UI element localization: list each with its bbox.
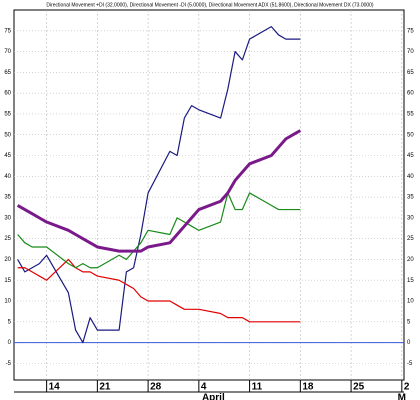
x-tick-label: 28: [150, 382, 162, 393]
x-tick-label: 11: [252, 382, 263, 393]
y-tick-label: 75: [407, 28, 414, 34]
y-tick-label: -5: [6, 361, 12, 367]
series-line: [17, 192, 301, 269]
y-tick-label: 35: [407, 195, 414, 201]
y-tick-label: 0: [8, 340, 12, 346]
y-tick-label: 75: [4, 28, 11, 34]
y-tick-label: 60: [4, 91, 11, 97]
y-tick-label: 15: [4, 278, 11, 284]
x-tick-label: 18: [302, 382, 314, 393]
y-tick-label: 25: [407, 236, 414, 242]
y-tick-label: 60: [407, 91, 414, 97]
y-tick-label: 10: [407, 299, 414, 305]
y-tick-label: 40: [407, 174, 414, 180]
x-tick-label: 25: [353, 382, 365, 393]
y-tick-label: 25: [4, 236, 11, 242]
x-tick-label: 21: [99, 382, 111, 393]
y-tick-label: 65: [407, 70, 414, 76]
plot-frame: [13, 9, 405, 381]
y-tick-label: 45: [407, 153, 414, 159]
y-tick-label: 30: [407, 215, 414, 221]
y-tick-label: 40: [4, 174, 11, 180]
month-label: April: [202, 393, 225, 400]
x-tick-label: 4: [201, 382, 207, 393]
y-tick-label: 20: [407, 257, 414, 263]
y-tick-label: 50: [4, 132, 11, 138]
y-tick-label: 20: [4, 257, 11, 263]
y-tick-label: 45: [4, 153, 11, 159]
y-tick-label: 70: [4, 49, 11, 55]
y-tick-label: 15: [407, 278, 414, 284]
series-line: [16, 129, 302, 253]
series-line: [17, 258, 301, 323]
x-tick-label: 2: [404, 382, 410, 393]
y-tick-label: 50: [407, 132, 414, 138]
y-tick-label: 35: [4, 195, 11, 201]
y-tick-label: 30: [4, 215, 11, 221]
x-tick-label: 14: [49, 382, 61, 393]
y-tick-label: 0: [407, 340, 411, 346]
series-line: [17, 26, 301, 344]
month-label: M: [398, 393, 406, 400]
y-tick-label: 5: [407, 319, 411, 325]
chart-title: Directional Movement +DI (32.0000), Dire…: [46, 2, 374, 8]
y-tick-label: 65: [4, 70, 11, 76]
y-tick-label: 70: [407, 49, 414, 55]
y-tick-label: 5: [8, 319, 12, 325]
y-tick-label: 55: [407, 112, 414, 118]
y-tick-label: 10: [4, 299, 11, 305]
y-tick-label: -5: [407, 361, 413, 367]
y-tick-label: 55: [4, 112, 11, 118]
